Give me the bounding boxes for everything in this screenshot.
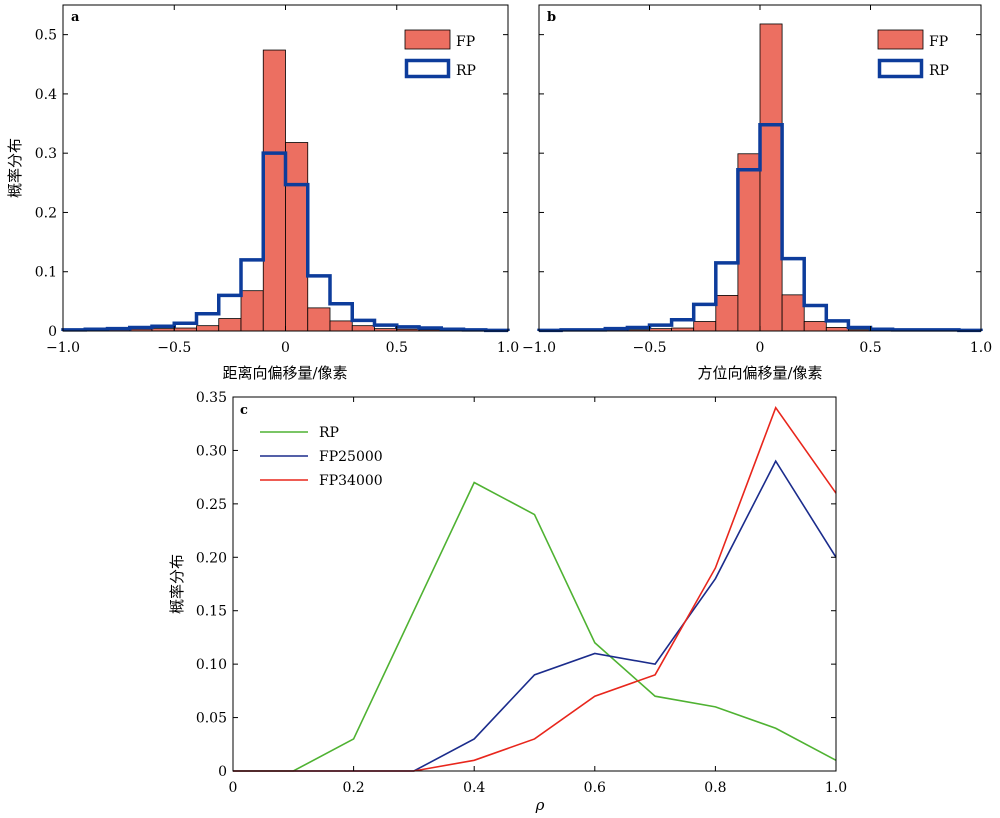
series-line-fp25000 bbox=[233, 459, 837, 772]
y-tick-label: 0 bbox=[218, 764, 227, 780]
panel-label-c: c bbox=[240, 403, 248, 418]
y-tick-label: 0.3 bbox=[35, 146, 57, 162]
step-rp bbox=[537, 122, 983, 333]
bar-fp bbox=[262, 49, 286, 332]
x-tick-label: −1.0 bbox=[522, 340, 556, 356]
y-axis-label-c: 概率分布 bbox=[168, 554, 186, 614]
line-chart-rho: 0 0.2 0.4 0.6 0.8 1.0 0 0.05 0.10 0.15 0.20 0.25 0.3… bbox=[168, 390, 847, 814]
bar-fp bbox=[218, 318, 242, 332]
x-tick-label: 0.4 bbox=[463, 780, 485, 796]
bar-fp bbox=[693, 321, 717, 332]
bar-fp bbox=[240, 290, 264, 332]
x-tick-label: 1.0 bbox=[970, 340, 992, 356]
bar-fp bbox=[737, 153, 761, 332]
histogram-azimuth-offset: −1.0 −0.5 0 0.5 1.0 b FP RP 方位向偏移量/像素 bbox=[522, 4, 992, 382]
x-tick-label: 0.5 bbox=[386, 340, 408, 356]
y-tick-label: 0.05 bbox=[196, 711, 227, 727]
bar-fp bbox=[803, 321, 827, 332]
bar-fp bbox=[329, 320, 353, 332]
y-axis-label-a: 概率分布 bbox=[6, 138, 24, 198]
y-tick-label: 0.35 bbox=[196, 390, 227, 406]
x-tick-label: −0.5 bbox=[157, 340, 191, 356]
x-tick-label: 0.5 bbox=[859, 340, 881, 356]
x-axis-label-c: ρ bbox=[535, 796, 545, 814]
panel-label-a: a bbox=[71, 10, 80, 25]
legend-swatch-rp bbox=[877, 58, 924, 79]
bar-fp bbox=[781, 294, 805, 332]
y-tick-label: 0.5 bbox=[35, 28, 57, 44]
bar-fp bbox=[825, 327, 849, 332]
x-tick-label: 0.6 bbox=[584, 780, 606, 796]
x-axis-label-b: 方位向偏移量/像素 bbox=[697, 364, 822, 382]
x-tick-label: 1.0 bbox=[825, 780, 847, 796]
bar-fp bbox=[715, 295, 739, 332]
y-tick-label: 0.25 bbox=[196, 497, 227, 513]
step-rp bbox=[61, 151, 510, 333]
x-tick-label: 1.0 bbox=[497, 340, 519, 356]
y-tick-label: 0.15 bbox=[196, 604, 227, 620]
y-tick-label: 0.4 bbox=[35, 87, 57, 103]
bar-fp bbox=[196, 325, 220, 332]
y-tick-label: 0.1 bbox=[35, 265, 57, 281]
y-tick-label: 0.30 bbox=[196, 443, 227, 459]
y-tick-label: 0.2 bbox=[35, 205, 57, 221]
bar-fp bbox=[759, 23, 783, 332]
y-tick-label: 0 bbox=[48, 324, 57, 340]
x-tick-label: 0.2 bbox=[342, 780, 364, 796]
y-tick-label: 0.20 bbox=[196, 550, 227, 566]
y-tick-label: 0.10 bbox=[196, 657, 227, 673]
series-line-rp bbox=[233, 481, 837, 772]
bar-fp bbox=[307, 307, 331, 332]
x-tick-label: −1.0 bbox=[46, 340, 80, 356]
x-tick-label: −0.5 bbox=[633, 340, 667, 356]
x-tick-label: 0.8 bbox=[704, 780, 726, 796]
legend-label-fp25000: FP25000 bbox=[319, 449, 383, 465]
bar-fp bbox=[351, 325, 375, 332]
histogram-range-offset: −1.0 −0.5 0 0.5 1.0 0 0.1 0.2 0.3 0.4 0.5 a FP RP 距… bbox=[6, 4, 519, 382]
axes-frame-c bbox=[232, 396, 837, 772]
x-tick-label: 0 bbox=[281, 340, 290, 356]
legend-swatch-rp bbox=[404, 58, 451, 79]
x-axis-label-a: 距离向偏移量/像素 bbox=[222, 364, 347, 382]
legend-label-fp: FP bbox=[929, 34, 948, 50]
legend-label-rp: RP bbox=[319, 425, 339, 441]
panel-label-b: b bbox=[547, 10, 556, 25]
bar-fp bbox=[285, 142, 309, 332]
legend-swatch-fp bbox=[877, 29, 924, 50]
x-tick-label: 0 bbox=[756, 340, 765, 356]
legend-label-fp34000: FP34000 bbox=[319, 473, 383, 489]
legend-swatch-fp bbox=[404, 29, 451, 50]
legend-label-rp: RP bbox=[456, 63, 476, 79]
x-tick-label: 0 bbox=[229, 780, 238, 796]
legend-label-fp: FP bbox=[456, 34, 475, 50]
legend-label-rp: RP bbox=[929, 63, 949, 79]
